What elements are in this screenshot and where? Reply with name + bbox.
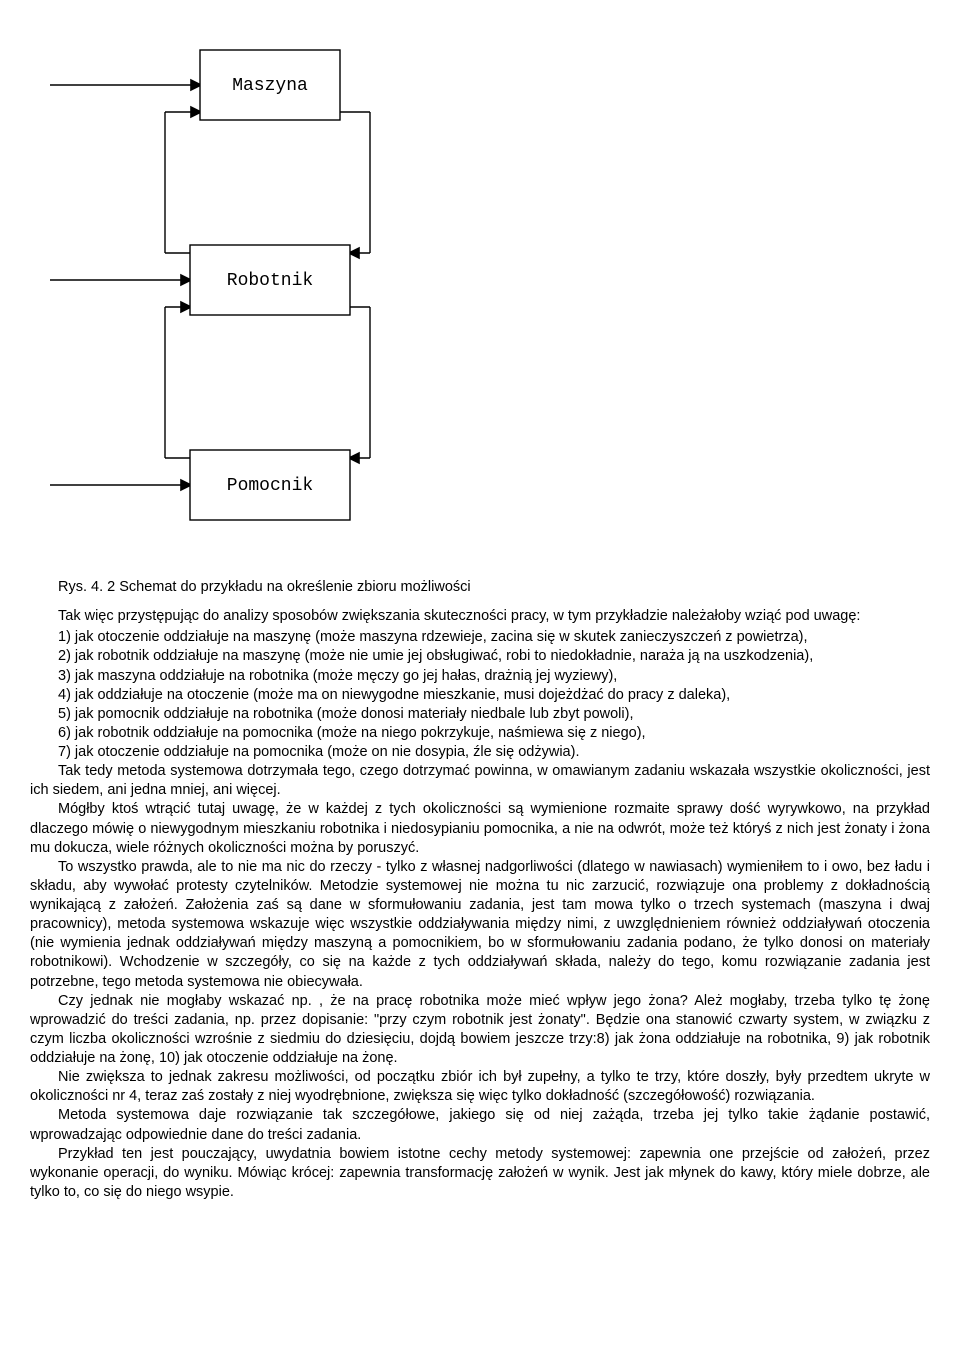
paragraph: Przykład ten jest pouczający, uwydatnia … [30,1145,930,1202]
paragraph: Metoda systemowa daje rozwiązanie tak sz… [30,1106,930,1144]
body-paragraphs: Tak tedy metoda systemowa dotrzymała teg… [30,762,930,1202]
paragraph: To wszystko prawda, ale to nie ma nic do… [30,858,930,992]
svg-text:Robotnik: Robotnik [227,271,313,291]
enumerated-list: 1) jak otoczenie oddziałuje na maszynę (… [30,628,930,762]
diagram-container: Maszyna Robotnik Pomocnik [30,20,930,560]
svg-text:Maszyna: Maszyna [232,76,308,96]
paragraph: Nie zwiększa to jednak zakresu możliwośc… [30,1068,930,1106]
svg-text:Pomocnik: Pomocnik [227,476,313,496]
paragraph: Tak tedy metoda systemowa dotrzymała teg… [30,762,930,800]
paragraph: Mógłby ktoś wtrącić tutaj uwagę, że w ka… [30,800,930,857]
paragraph: Czy jednak nie mogłaby wskazać np. , że … [30,992,930,1069]
list-item: 2) jak robotnik oddziałuje na maszynę (m… [30,647,930,666]
list-item: 7) jak otoczenie oddziałuje na pomocnika… [30,743,930,762]
list-item: 6) jak robotnik oddziałuje na pomocnika … [30,724,930,743]
list-item: 3) jak maszyna oddziałuje na robotnika (… [30,667,930,686]
list-item: 5) jak pomocnik oddziałuje na robotnika … [30,705,930,724]
list-item: 1) jak otoczenie oddziałuje na maszynę (… [30,628,930,647]
figure-caption: Rys. 4. 2 Schemat do przykładu na określ… [58,578,930,597]
system-diagram: Maszyna Robotnik Pomocnik [30,20,400,560]
list-item: 4) jak oddziałuje na otoczenie (może ma … [30,686,930,705]
intro-text: Tak więc przystępując do analizy sposobó… [30,607,930,626]
